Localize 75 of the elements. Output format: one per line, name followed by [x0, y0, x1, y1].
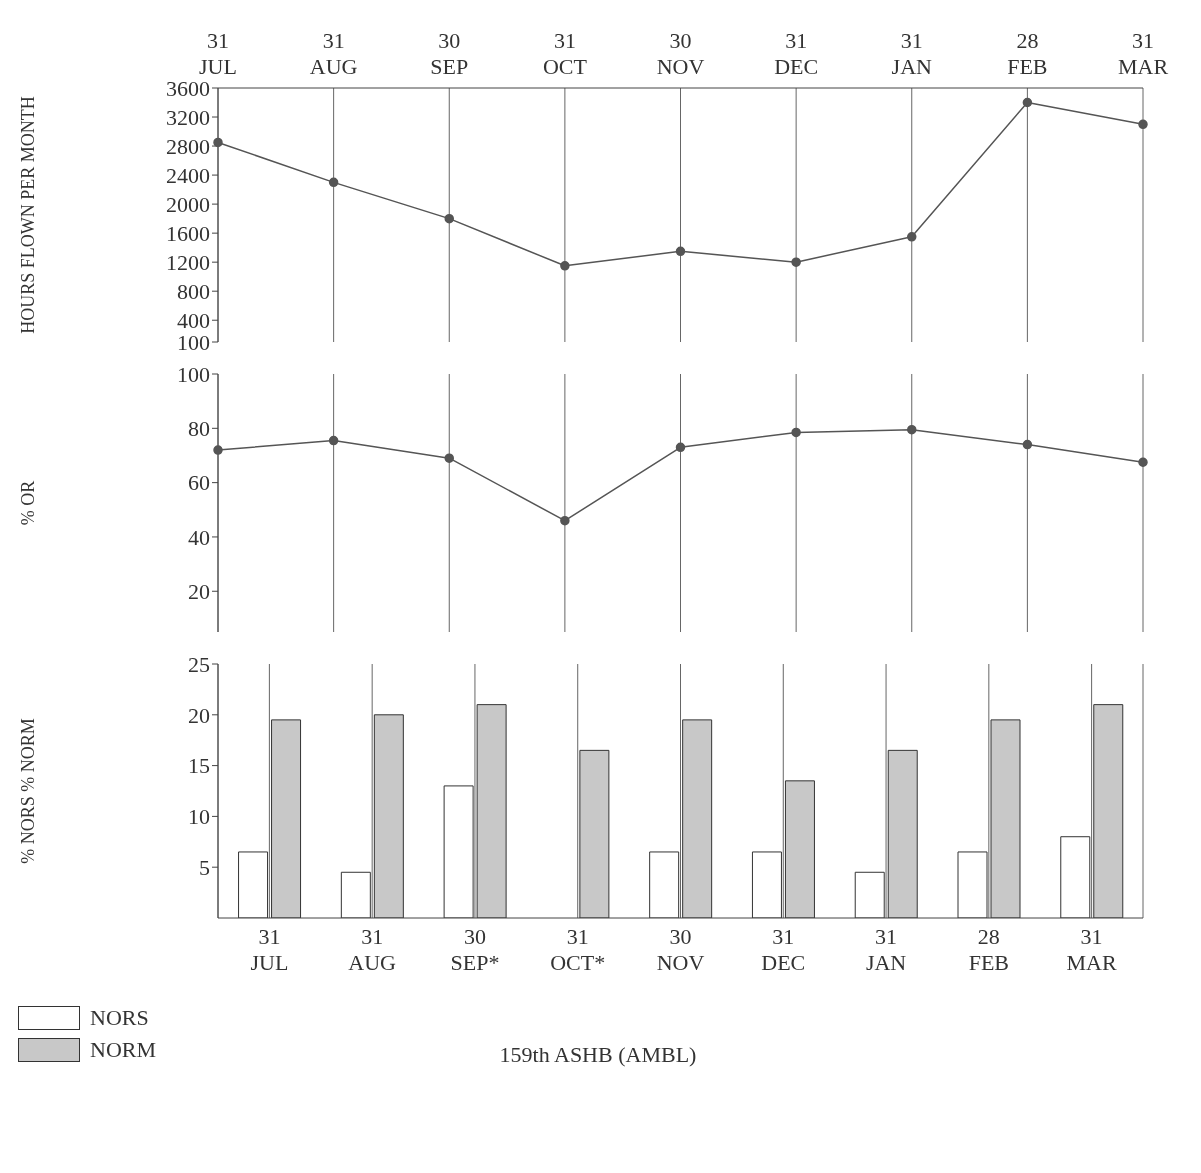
bar	[854, 871, 885, 918]
point	[1022, 97, 1033, 108]
y-axis-title: % NORS % NORM	[18, 718, 39, 864]
point	[444, 453, 454, 463]
bar	[443, 785, 474, 918]
y-tick-label: 20	[188, 702, 210, 728]
y-tick-label: 2000	[166, 191, 210, 217]
y-tick-label: 25	[188, 651, 210, 677]
bar	[340, 871, 371, 918]
y-tick-label: 60	[188, 470, 210, 496]
point	[907, 424, 917, 435]
x-tick-label: 31 AUG	[348, 924, 397, 975]
point	[328, 177, 339, 188]
y-tick-label: 20	[188, 579, 210, 605]
y-tick-label: 40	[188, 524, 210, 550]
x-tick-label: 30 SEP*	[450, 924, 500, 975]
x-tick-label: 31 DEC	[761, 924, 806, 975]
y-axis-title: % OR	[18, 480, 39, 526]
x-tick-label: 30 NOV	[656, 28, 705, 79]
bar	[579, 749, 610, 918]
bar	[238, 851, 269, 918]
x-tick-label: 31 DEC	[774, 28, 819, 79]
point	[444, 213, 454, 224]
bar	[784, 780, 815, 918]
x-tick-label: 30 NOV	[656, 924, 705, 975]
legend-label: NORS	[90, 1005, 149, 1031]
x-tick-label: 28 FEB	[968, 924, 1010, 975]
point	[213, 137, 223, 148]
bar	[751, 851, 782, 918]
bar	[271, 719, 302, 918]
x-tick-label: 31 JUL	[250, 924, 289, 975]
bar	[1093, 704, 1124, 918]
y-tick-label: 2400	[166, 162, 210, 188]
x-tick-label: 28 FEB	[1007, 28, 1048, 79]
point	[907, 232, 917, 242]
point	[1138, 457, 1148, 468]
y-tick-label: 100	[177, 361, 210, 387]
point	[675, 442, 686, 453]
bar	[887, 749, 918, 918]
point	[675, 246, 686, 257]
point	[1022, 439, 1033, 450]
x-tick-label: 30 SEP	[430, 28, 469, 79]
point	[791, 257, 801, 267]
y-tick-label: 1600	[166, 220, 210, 246]
bar	[682, 719, 713, 918]
bar	[373, 714, 404, 918]
y-tick-label: 1200	[166, 249, 210, 275]
bar	[1060, 836, 1091, 918]
bar	[649, 851, 680, 918]
x-tick-label: 31 JAN	[891, 28, 933, 79]
y-axis-title: HOURS FLOWN PER MONTH	[18, 96, 39, 334]
y-tick-label: 10	[188, 804, 210, 830]
x-tick-label: 31 OCT*	[550, 924, 606, 975]
point	[560, 261, 570, 271]
y-tick-label: 80	[188, 416, 210, 442]
y-tick-label: 5	[199, 855, 210, 881]
point	[791, 427, 801, 438]
y-tick-label: 15	[188, 753, 210, 779]
point	[213, 445, 223, 455]
x-tick-label: 31 MAR	[1066, 924, 1117, 975]
bar	[990, 719, 1021, 918]
y-tick-label: 800	[177, 279, 210, 305]
x-tick-label: 31 MAR	[1117, 28, 1169, 79]
y-tick-label: 2800	[166, 133, 210, 159]
x-tick-label: 31 AUG	[309, 28, 358, 79]
point	[1138, 119, 1148, 130]
point	[560, 515, 570, 526]
legend-label: NORM	[90, 1037, 157, 1063]
bar	[957, 851, 988, 918]
y-tick-label: 3200	[166, 104, 210, 130]
point	[328, 435, 339, 446]
bar	[476, 704, 507, 918]
text: 159th ASHB (AMBL)	[499, 1042, 697, 1067]
x-tick-label: 31 JAN	[865, 924, 907, 975]
x-tick-label: 31 OCT	[542, 28, 588, 79]
